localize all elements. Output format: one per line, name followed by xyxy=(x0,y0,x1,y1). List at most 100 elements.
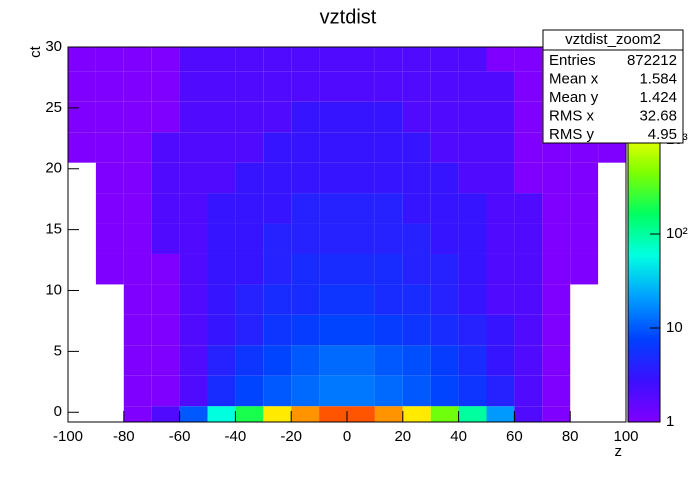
cell xyxy=(68,71,96,102)
cell xyxy=(291,47,320,72)
cell xyxy=(430,193,459,224)
cell xyxy=(486,314,515,346)
cells xyxy=(68,47,626,422)
cell xyxy=(514,345,543,376)
cell xyxy=(263,71,292,102)
cell xyxy=(486,345,515,376)
cell xyxy=(514,314,543,346)
cell xyxy=(402,101,431,133)
stats-frame xyxy=(542,29,684,144)
cell xyxy=(542,223,571,254)
cell xyxy=(486,253,515,285)
cell xyxy=(123,314,152,346)
cell xyxy=(514,406,543,422)
cell xyxy=(374,314,403,346)
cell xyxy=(123,375,152,407)
cell xyxy=(402,193,431,224)
cell xyxy=(486,71,515,102)
cell xyxy=(319,314,347,346)
cell xyxy=(458,47,487,72)
cell xyxy=(235,71,264,102)
cell xyxy=(151,162,180,194)
cell xyxy=(514,101,543,133)
stats-value: 1.584 xyxy=(639,70,677,87)
stats-label: Mean x xyxy=(549,70,599,87)
cell xyxy=(347,71,375,102)
cell xyxy=(347,223,375,254)
cell xyxy=(486,375,515,407)
cell xyxy=(430,47,459,72)
cell xyxy=(402,162,431,194)
cell xyxy=(458,132,487,163)
y-tick-label: 30 xyxy=(45,38,62,55)
cell xyxy=(263,101,292,133)
cell xyxy=(542,253,571,285)
cell xyxy=(123,132,152,163)
cell xyxy=(179,47,208,72)
cell xyxy=(319,71,347,102)
cell xyxy=(402,253,431,285)
cell xyxy=(458,375,487,407)
x-tick-label: -20 xyxy=(280,428,302,445)
cell xyxy=(402,47,431,72)
cell xyxy=(179,253,208,285)
chart-title: vztdist xyxy=(320,6,377,28)
cell xyxy=(458,345,487,376)
cell xyxy=(374,375,403,407)
cell xyxy=(123,193,152,224)
cell xyxy=(68,101,96,133)
cell xyxy=(179,162,208,194)
y-tick-label: 10 xyxy=(45,281,62,298)
x-tick-label: 80 xyxy=(562,428,579,445)
cell xyxy=(570,253,599,285)
cell xyxy=(291,345,320,376)
cell xyxy=(263,314,292,346)
cell xyxy=(514,162,543,194)
cell xyxy=(179,375,208,407)
cell xyxy=(207,193,236,224)
cell xyxy=(347,132,375,163)
cell xyxy=(374,406,403,422)
cell xyxy=(458,223,487,254)
cell xyxy=(486,284,515,315)
cell xyxy=(123,101,152,133)
cell xyxy=(291,284,320,315)
cell xyxy=(207,223,236,254)
cell xyxy=(207,71,236,102)
cell xyxy=(235,47,264,72)
y-tick-label: 20 xyxy=(45,160,62,177)
cell xyxy=(486,162,515,194)
x-axis-title: z xyxy=(615,443,623,460)
cell xyxy=(207,162,236,194)
cell xyxy=(570,223,599,254)
cell xyxy=(151,132,180,163)
cell xyxy=(235,345,264,376)
cell xyxy=(207,47,236,72)
cell xyxy=(263,132,292,163)
cell xyxy=(235,193,264,224)
z-tick-label: 10² xyxy=(666,225,688,242)
cell xyxy=(263,345,292,376)
cell xyxy=(402,132,431,163)
cell xyxy=(319,47,347,72)
cell xyxy=(430,101,459,133)
cell xyxy=(458,193,487,224)
cell xyxy=(374,162,403,194)
cell xyxy=(291,71,320,102)
cell xyxy=(319,162,347,194)
cell xyxy=(151,253,180,285)
cell xyxy=(68,47,96,72)
stats-label: RMS x xyxy=(549,107,595,124)
stats-label: RMS y xyxy=(549,126,595,143)
cell xyxy=(347,406,375,422)
cell xyxy=(542,314,571,346)
cell xyxy=(570,162,599,194)
cell xyxy=(542,375,571,407)
cell xyxy=(263,162,292,194)
y-axis-title: ct xyxy=(27,45,44,58)
cell xyxy=(179,314,208,346)
cell xyxy=(458,284,487,315)
cell xyxy=(151,406,180,422)
cell xyxy=(207,284,236,315)
cell xyxy=(235,284,264,315)
